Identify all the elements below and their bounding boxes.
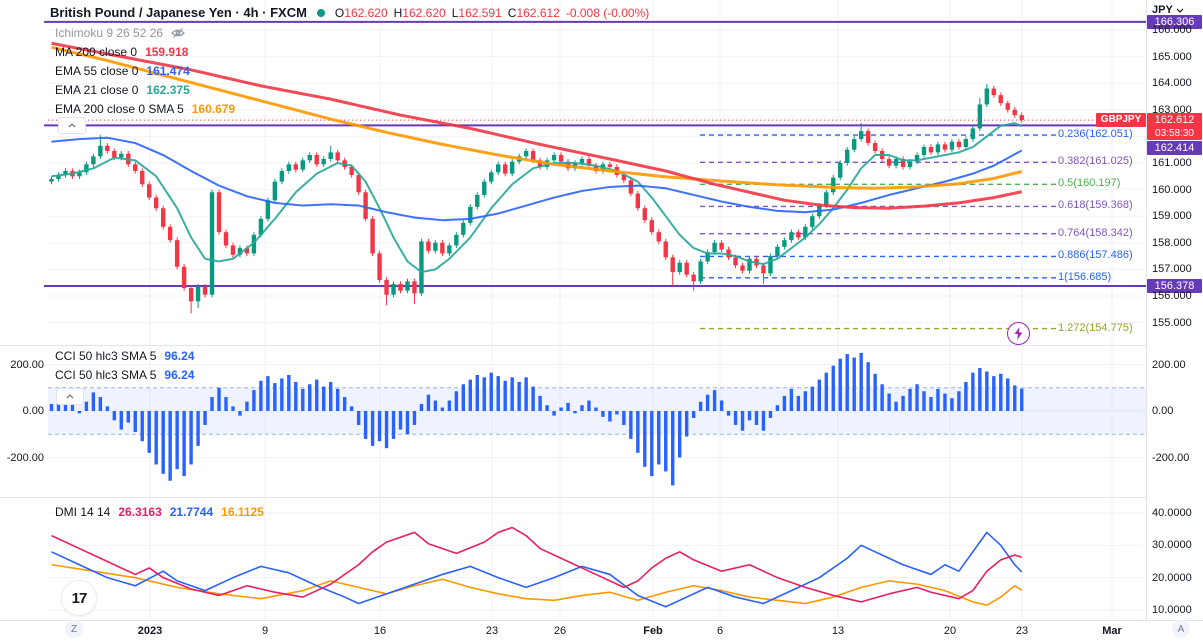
level-badge-selected: 162.414: [1147, 141, 1202, 155]
ema55-value: 161.474: [146, 64, 190, 78]
bar-countdown: 03:58:30: [1155, 128, 1194, 139]
ema55-line: [51, 136, 1023, 222]
bottom-left-button[interactable]: Z: [65, 620, 83, 638]
dmi-adx-value: 26.3163: [118, 505, 162, 519]
cci-value-1: 96.24: [164, 349, 195, 363]
indicator-legend-ema21[interactable]: EMA 21 close 0 162.375: [55, 83, 190, 97]
cci-tick-label: -200.00: [1152, 451, 1190, 464]
cci-tick-label: 200.00: [1152, 358, 1186, 371]
eye-off-icon[interactable]: [171, 27, 185, 39]
auto-scale-button[interactable]: A: [1172, 620, 1190, 638]
ema21-line: [51, 122, 1023, 274]
collapse-pane-button-cci[interactable]: [56, 388, 84, 405]
cci-value-2: 96.24: [164, 368, 195, 382]
dmi-tick-label: 40.0000: [1152, 507, 1192, 519]
close-value: 162.612: [516, 5, 560, 20]
dmi-tick-label: 20.0000: [1152, 571, 1192, 584]
chevron-down-icon: [1176, 8, 1184, 13]
fib-level-label: 1.272(154.775): [1058, 321, 1133, 334]
lightning-icon[interactable]: [1007, 322, 1030, 345]
symbol-price-label: GBPJPY: [1096, 113, 1146, 127]
ohlc-values: O162.620 H162.620 L162.591 C162.612 -0.0…: [334, 5, 650, 20]
price-tick-label: 163.000: [1152, 103, 1192, 116]
high-value: 162.620: [402, 5, 446, 20]
dmi-minusdi-value: 16.1125: [221, 505, 264, 519]
cci-tick-label-left: 0.00: [22, 405, 44, 417]
dmi-tick-label: 10.0000: [1152, 604, 1192, 616]
time-tick-label: 20: [943, 625, 957, 637]
fib-level-label: 1(156.685): [1058, 270, 1112, 283]
time-tick-label: 16: [373, 625, 387, 637]
dmi-plusdi-value: 21.7744: [169, 505, 214, 519]
market-status-icon: [316, 8, 325, 17]
price-tick-label: 157.000: [1152, 263, 1192, 276]
price-tick-label: 156.000: [1152, 290, 1192, 302]
collapse-pane-button-main[interactable]: [58, 117, 86, 134]
price-tick-label: 159.000: [1152, 210, 1192, 223]
low-value: 162.591: [458, 5, 502, 20]
time-tick-label: Mar: [1102, 625, 1122, 637]
ema200sma5-value: 160.679: [191, 102, 236, 116]
time-tick-label: 13: [831, 625, 845, 637]
last-price-value: 162.612: [1154, 114, 1195, 126]
time-tick-label: 2023: [137, 625, 163, 637]
price-tick-label: 164.000: [1152, 77, 1192, 90]
fib-level-label: 0.764(158.342): [1058, 226, 1133, 239]
price-tick-label: 161.000: [1152, 157, 1192, 169]
cci-tick-label-left: -200.00: [6, 451, 44, 464]
cci-tick-label: 0.00: [1152, 405, 1174, 417]
symbol-title-row[interactable]: British Pound / Japanese Yen · 4h · FXCM…: [50, 5, 649, 20]
ma200-value: 159.918: [145, 45, 189, 59]
ema21-value: 162.375: [146, 83, 190, 97]
fib-level-label: 0.382(161.025): [1058, 155, 1133, 168]
price-tick-label: 165.000: [1152, 50, 1192, 63]
level-badge-lower: 156.378: [1147, 279, 1202, 293]
price-tick-label: 160.000: [1152, 183, 1192, 196]
symbol-title[interactable]: British Pound / Japanese Yen · 4h · FXCM: [50, 5, 307, 20]
fib-level-label: 0.886(157.486): [1058, 249, 1133, 262]
indicator-legend-ema55[interactable]: EMA 55 close 0 161.474: [55, 64, 190, 78]
level-badge-upper: 166.306: [1147, 15, 1202, 29]
indicator-legend-ema200sma5[interactable]: EMA 200 close 0 SMA 5 160.679: [55, 102, 236, 116]
price-tick-label: 158.000: [1152, 236, 1192, 249]
cci-legend-row-2[interactable]: CCI 50 hlc3 SMA 5 96.24: [55, 368, 195, 382]
price-scale-currency[interactable]: JPY: [1152, 4, 1184, 16]
dmi-tick-label: 30.0000: [1152, 539, 1192, 552]
minus-di-line: [51, 563, 1023, 606]
price-tick-label: 166.000: [1152, 24, 1192, 36]
cci-tick-label-left: 200.00: [10, 358, 44, 371]
last-price-badge: 162.612 03:58:30: [1147, 113, 1202, 140]
time-tick-label: Feb: [643, 625, 663, 637]
fib-level-label: 0.236(162.051): [1058, 128, 1133, 141]
time-tick-label: 6: [716, 625, 724, 637]
indicator-legend-ma200[interactable]: MA 200 close 0 159.918: [55, 45, 189, 59]
plus-di-line: [51, 531, 1023, 608]
fib-level-label: 0.618(159.368): [1058, 199, 1133, 212]
ma200-line: [51, 41, 1023, 210]
time-tick-label: 9: [261, 625, 269, 637]
adx-line: [51, 526, 1022, 603]
price-tick-label: 155.000: [1152, 316, 1192, 329]
change-value: -0.008 (-0.00%): [565, 5, 650, 20]
time-tick-label: 23: [1015, 625, 1029, 637]
dmi-legend-row[interactable]: DMI 14 14 26.3163 21.7744 16.1125: [55, 505, 264, 519]
open-value: 162.620: [344, 5, 388, 20]
indicator-legend-ichimoku[interactable]: Ichimoku 9 26 52 26: [55, 26, 185, 40]
time-tick-label: 23: [485, 625, 499, 637]
tradingview-logo[interactable]: 17: [61, 580, 97, 616]
ema200_sma5-line: [51, 45, 1023, 190]
time-tick-label: 26: [553, 625, 567, 637]
cci-legend-row-1[interactable]: CCI 50 hlc3 SMA 5 96.24: [55, 349, 195, 363]
fib-level-label: 0.5(160.197): [1058, 177, 1121, 190]
